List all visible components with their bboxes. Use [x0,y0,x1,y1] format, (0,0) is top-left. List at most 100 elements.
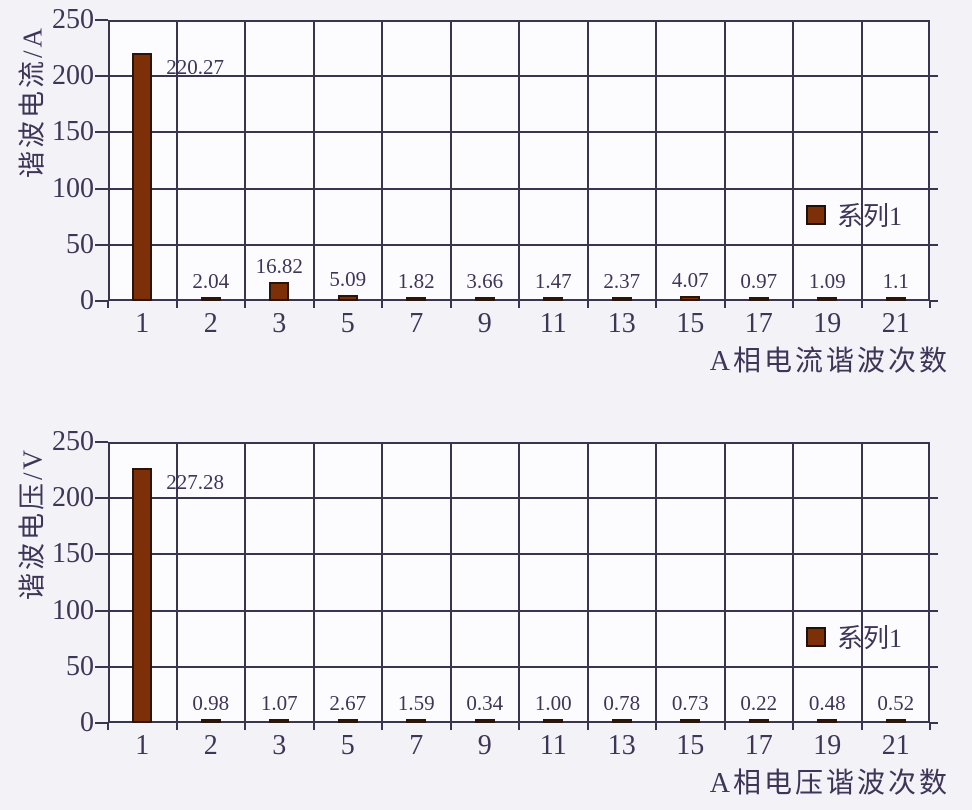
x-tick-label: 19 [813,730,842,761]
x-tick-label: 2 [203,308,218,339]
y-tick-mark [930,243,938,246]
value-label: 2.04 [192,269,230,293]
y-tick-mark [95,441,108,443]
x-tick-label: 1 [135,730,150,761]
bar [885,297,906,301]
gridline-vertical [175,20,178,301]
y-tick-mark [930,553,938,556]
series-swatch-icon [806,626,826,647]
value-label: 3.66 [466,268,504,293]
x-tick-mark [449,723,452,730]
bar [269,719,290,723]
y-tick-mark [95,19,108,21]
x-tick-label: 11 [539,308,567,339]
bar [406,297,427,301]
value-label: 1.47 [534,269,572,293]
x-tick-mark [792,723,794,730]
bar [132,467,153,723]
x-tick-label: 17 [744,308,773,339]
gridline-vertical [723,442,726,723]
y-tick-mark [95,553,108,556]
gridline-vertical [244,442,246,723]
y-tick-label: 0 [80,285,94,316]
y-tick-mark [930,497,938,500]
y-tick-label: 150 [52,538,94,570]
x-tick-label: 13 [607,730,636,761]
y-tick-label: 50 [66,650,94,682]
x-tick-mark [312,723,315,730]
y-tick-label: 100 [52,594,94,626]
x-axis-title: A相电压谐波次数 [709,768,950,799]
bar [543,297,564,301]
x-tick-mark [655,723,657,730]
y-tick-mark [930,609,938,612]
harmonic-current-chart: 谐波电流/A 系列1 A相电流谐波次数 0 50 100 150 200 250 1 2 3 5 7… [18,5,947,378]
x-tick-mark [929,301,931,308]
x-tick-label: 7 [409,308,424,339]
gridline-vertical [723,20,726,301]
y-tick-label: 150 [52,116,94,148]
gridline-vertical [655,442,657,723]
value-label: 0.48 [808,691,846,715]
legend: 系列1 [806,618,902,655]
x-tick-label: 1 [135,308,150,339]
bar [474,719,495,723]
gridline-vertical [655,20,657,301]
bar [817,719,838,723]
x-tick-mark [929,723,931,730]
gridline-vertical [792,442,794,723]
x-tick-label: 2 [203,730,218,761]
y-tick-mark [95,243,108,246]
legend: 系列1 [806,196,902,233]
value-label: 0.34 [466,691,504,715]
bar [132,53,153,301]
value-label: 0.73 [671,691,709,715]
y-tick-mark [95,609,108,612]
value-label: 0.52 [877,691,915,715]
value-label: 1.07 [260,691,298,715]
y-tick-mark [95,131,108,134]
y-tick-mark [930,75,938,78]
x-tick-mark [244,723,246,730]
gridline-vertical [244,20,246,301]
y-tick-mark [930,722,938,724]
x-tick-label: 21 [881,730,910,761]
gridline-vertical [449,442,452,723]
value-label: 5.09 [329,267,367,292]
bar [474,296,495,301]
x-tick-mark [312,301,315,308]
x-tick-mark [244,301,246,308]
value-label: 1.1 [882,269,909,293]
value-label: 1.09 [808,269,846,293]
x-tick-mark [107,301,109,308]
x-tick-mark [586,723,589,730]
y-tick-mark [930,665,938,668]
harmonic-voltage-chart: 谐波电压/V 系列1 A相电压谐波次数 0 50 100 150 200 250 1 2 3 5 7… [0,422,972,810]
legend-series-label: 系列1 [837,202,903,231]
x-tick-mark [518,723,520,730]
x-tick-mark [655,301,657,308]
x-tick-label: 3 [272,730,287,761]
value-label: 16.82 [255,254,303,279]
legend-series-label: 系列1 [837,624,903,653]
gridline-vertical [860,20,863,301]
x-tick-label: 5 [340,730,355,761]
x-tick-label: 19 [813,308,842,339]
bar [337,295,358,301]
x-tick-mark [586,301,589,308]
bar [611,719,632,723]
x-tick-label: 21 [881,308,910,339]
x-tick-label: 17 [744,730,773,761]
y-tick-label: 0 [80,707,94,738]
x-tick-label: 15 [676,308,705,339]
y-tick-label: 250 [52,426,94,457]
x-tick-label: 9 [477,308,492,339]
x-tick-mark [381,301,383,308]
y-tick-mark [930,131,938,134]
gridline-vertical [792,20,794,301]
y-tick-label: 200 [52,482,94,514]
y-tick-mark [95,665,108,668]
y-tick-mark [930,187,938,190]
x-tick-mark [723,301,726,308]
